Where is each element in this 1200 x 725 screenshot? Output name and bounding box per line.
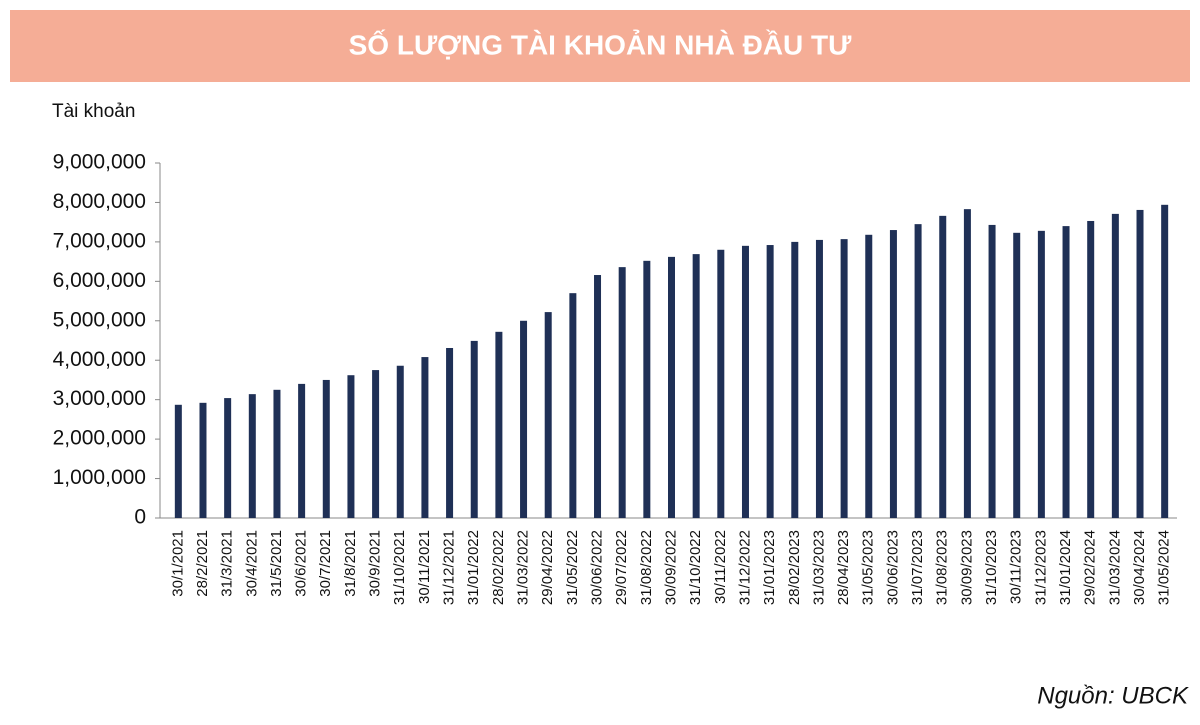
bar bbox=[939, 215, 947, 518]
bar bbox=[372, 370, 380, 518]
y-tick-label: 4,000,000 bbox=[53, 348, 146, 371]
y-tick-label: 0 bbox=[134, 506, 146, 529]
x-tick-label: 31/12/2023 bbox=[1032, 530, 1049, 605]
bar bbox=[791, 241, 799, 518]
x-tick-label: 30/4/2021 bbox=[243, 530, 260, 597]
bar bbox=[643, 260, 651, 518]
bar bbox=[618, 267, 626, 518]
x-tick-label: 31/01/2022 bbox=[465, 530, 482, 605]
bar bbox=[717, 249, 725, 518]
x-tick-label: 31/5/2021 bbox=[268, 530, 285, 597]
x-tick-label: 30/6/2021 bbox=[293, 530, 310, 597]
x-tick-label: 31/3/2021 bbox=[219, 530, 236, 597]
x-tick-label: 31/03/2024 bbox=[1106, 530, 1123, 605]
x-tick-label: 30/09/2022 bbox=[662, 530, 679, 605]
bar bbox=[1037, 230, 1045, 518]
bar bbox=[544, 312, 552, 518]
bar bbox=[914, 224, 922, 518]
bar bbox=[840, 239, 848, 518]
x-tick-label: 31/05/2022 bbox=[564, 530, 581, 605]
bar bbox=[396, 365, 404, 518]
bar bbox=[988, 224, 996, 518]
bar bbox=[298, 383, 306, 518]
bar bbox=[1161, 204, 1169, 519]
x-tick-label: 30/04/2024 bbox=[1131, 530, 1148, 605]
x-tick-label: 31/12/2021 bbox=[441, 530, 458, 605]
x-tick-label: 31/01/2024 bbox=[1057, 530, 1074, 605]
x-tick-label: 31/07/2023 bbox=[909, 530, 926, 605]
x-tick-label: 31/08/2022 bbox=[638, 530, 655, 605]
x-tick-label: 28/02/2022 bbox=[490, 530, 507, 605]
title-band bbox=[10, 10, 1190, 82]
source: Nguồn: UBCK bbox=[1037, 682, 1189, 709]
x-tick-label: 30/11/2022 bbox=[712, 530, 729, 604]
x-tick-label: 31/01/2023 bbox=[761, 530, 778, 605]
y-tick-label: 9,000,000 bbox=[53, 151, 146, 174]
bar bbox=[741, 245, 749, 519]
chart-title: SỐ LƯỢNG TÀI KHOẢN NHÀ ĐẦU TƯ bbox=[349, 28, 853, 60]
bar bbox=[347, 375, 355, 518]
x-tick-label: 31/05/2023 bbox=[860, 530, 877, 605]
y-tick-label: 8,000,000 bbox=[53, 190, 146, 213]
x-tick-label: 31/03/2022 bbox=[515, 530, 532, 605]
x-tick-label: 29/04/2022 bbox=[539, 530, 556, 605]
bar bbox=[692, 254, 700, 518]
bar bbox=[594, 275, 602, 518]
bar bbox=[421, 357, 429, 518]
y-tick-label: 2,000,000 bbox=[53, 427, 146, 450]
x-tick-label: 30/06/2023 bbox=[884, 530, 901, 605]
y-tick-label: 1,000,000 bbox=[53, 466, 146, 489]
bar bbox=[569, 293, 577, 518]
x-tick-label: 30/11/2021 bbox=[416, 530, 433, 604]
y-tick-label: 7,000,000 bbox=[53, 229, 146, 252]
bar bbox=[1136, 209, 1144, 518]
x-tick-label: 31/08/2023 bbox=[934, 530, 951, 605]
x-tick-label: 29/02/2024 bbox=[1082, 530, 1099, 605]
bar bbox=[520, 320, 528, 518]
bar bbox=[248, 394, 256, 518]
bar bbox=[1062, 226, 1070, 518]
x-tick-label: 30/9/2021 bbox=[367, 530, 384, 597]
bar bbox=[224, 398, 232, 518]
x-tick-label: 30/06/2022 bbox=[588, 530, 605, 605]
y-tick-label: 3,000,000 bbox=[53, 387, 146, 410]
x-tick-label: 31/10/2021 bbox=[391, 530, 408, 605]
bar bbox=[1013, 232, 1021, 519]
bar bbox=[199, 402, 207, 518]
x-tick-label: 28/2/2021 bbox=[194, 530, 211, 597]
y-tick-label: 5,000,000 bbox=[53, 308, 146, 331]
x-tick-label: 30/11/2023 bbox=[1008, 530, 1025, 604]
bar bbox=[495, 331, 503, 518]
bar bbox=[1087, 220, 1095, 518]
x-tick-label: 31/05/2024 bbox=[1156, 530, 1173, 605]
bar bbox=[273, 389, 281, 518]
bar bbox=[1111, 213, 1119, 518]
bar bbox=[322, 379, 330, 518]
x-tick-label: 31/03/2023 bbox=[810, 530, 827, 605]
x-tick-label: 28/02/2023 bbox=[786, 530, 803, 605]
bar bbox=[963, 209, 971, 518]
x-tick-label: 31/10/2023 bbox=[983, 530, 1000, 605]
x-tick-label: 30/09/2023 bbox=[958, 530, 975, 605]
x-tick-label: 30/1/2021 bbox=[169, 530, 186, 597]
y-tick-label: 6,000,000 bbox=[53, 269, 146, 292]
bar bbox=[889, 230, 897, 519]
y-axis-label: Tài khoản bbox=[52, 101, 135, 122]
bar bbox=[865, 234, 873, 519]
x-tick-label: 30/7/2021 bbox=[317, 530, 334, 597]
x-tick-label: 28/04/2023 bbox=[835, 530, 852, 605]
bar bbox=[815, 239, 823, 518]
x-tick-label: 31/10/2022 bbox=[687, 530, 704, 605]
x-tick-label: 31/8/2021 bbox=[342, 530, 359, 597]
bar bbox=[668, 256, 675, 518]
x-tick-label: 29/07/2022 bbox=[613, 530, 630, 605]
bar bbox=[766, 245, 774, 519]
x-tick-label: 31/12/2022 bbox=[736, 530, 753, 605]
bar bbox=[174, 404, 182, 518]
bar bbox=[446, 347, 454, 518]
bar bbox=[470, 340, 478, 518]
